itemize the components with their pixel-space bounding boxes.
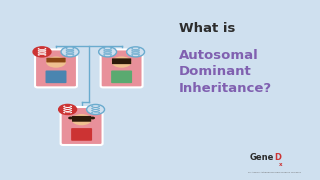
Circle shape [87,104,105,114]
Text: D: D [274,153,281,162]
FancyBboxPatch shape [112,58,131,64]
Circle shape [90,117,95,119]
FancyBboxPatch shape [111,71,132,83]
Circle shape [127,47,145,57]
Circle shape [46,57,66,68]
FancyBboxPatch shape [71,128,92,141]
Circle shape [61,47,79,57]
Text: Gene: Gene [250,153,274,162]
Circle shape [112,57,132,68]
FancyBboxPatch shape [45,71,67,83]
FancyBboxPatch shape [61,107,102,145]
Text: an Alexion AstraZeneca Rare Disease company: an Alexion AstraZeneca Rare Disease comp… [248,172,301,173]
Circle shape [59,104,76,114]
Circle shape [72,114,92,125]
FancyBboxPatch shape [72,116,91,122]
Circle shape [68,117,73,119]
Text: x: x [279,161,283,166]
FancyBboxPatch shape [35,50,77,87]
Text: Autosomal
Dominant
Inheritance?: Autosomal Dominant Inheritance? [179,49,272,95]
Circle shape [33,47,51,57]
Circle shape [99,47,116,57]
FancyBboxPatch shape [100,50,143,87]
Text: What is: What is [179,22,236,35]
FancyBboxPatch shape [46,58,66,62]
